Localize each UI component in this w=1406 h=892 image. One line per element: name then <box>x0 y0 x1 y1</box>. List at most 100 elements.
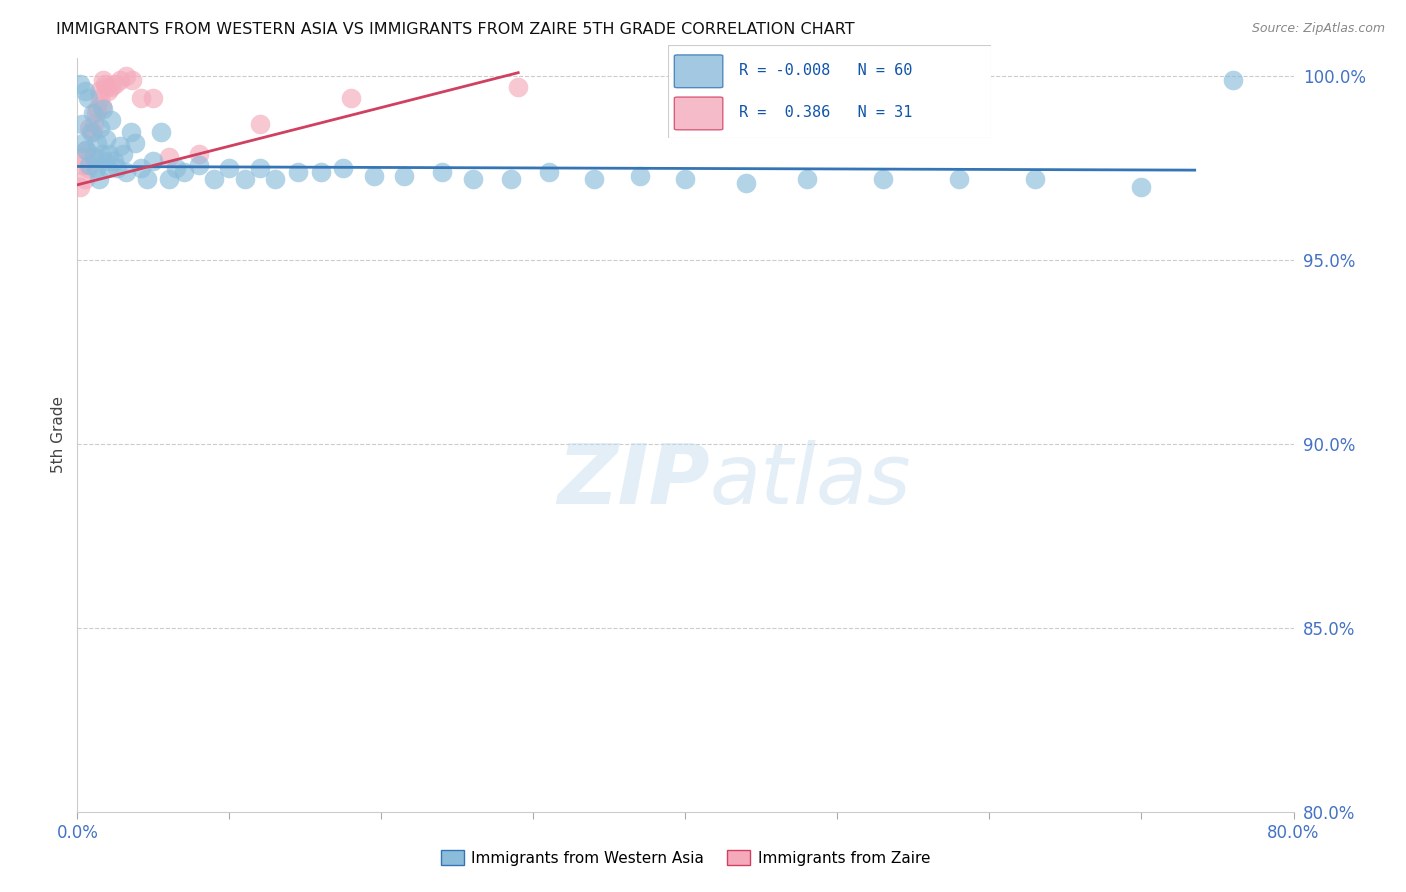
Point <box>96 80 118 95</box>
Point <box>96 132 118 146</box>
Point <box>69 179 91 194</box>
Point <box>79 120 101 135</box>
Point <box>628 169 651 183</box>
Point <box>233 172 256 186</box>
Point <box>287 165 309 179</box>
Point <box>70 158 93 172</box>
Point <box>75 143 97 157</box>
Point <box>142 153 165 168</box>
Text: atlas: atlas <box>710 440 911 521</box>
Point <box>72 150 94 164</box>
Point <box>872 172 894 186</box>
Point <box>796 172 818 186</box>
Text: Source: ZipAtlas.com: Source: ZipAtlas.com <box>1251 22 1385 36</box>
Point <box>735 176 758 190</box>
Point <box>120 124 142 138</box>
Point <box>97 84 120 98</box>
Y-axis label: 5th Grade: 5th Grade <box>51 396 66 474</box>
Point <box>149 124 172 138</box>
FancyBboxPatch shape <box>675 55 723 87</box>
Point <box>98 146 121 161</box>
Point <box>86 136 108 150</box>
Point <box>129 91 152 105</box>
Point <box>86 103 108 117</box>
Text: R = -0.008   N = 60: R = -0.008 N = 60 <box>740 63 912 78</box>
Point <box>73 172 96 186</box>
Point <box>124 136 146 150</box>
Point <box>108 139 131 153</box>
Point <box>1024 172 1046 186</box>
Point <box>79 158 101 172</box>
FancyBboxPatch shape <box>668 45 991 138</box>
Point <box>340 91 363 105</box>
Point <box>72 136 94 150</box>
FancyBboxPatch shape <box>675 97 723 130</box>
Point <box>309 165 332 179</box>
Point <box>70 117 93 131</box>
Point <box>129 161 152 176</box>
Point <box>157 172 180 186</box>
Point <box>675 172 697 186</box>
Text: R =  0.386   N = 31: R = 0.386 N = 31 <box>740 105 912 120</box>
Point <box>188 158 211 172</box>
Point <box>392 169 415 183</box>
Point <box>105 161 128 176</box>
Point <box>108 73 131 87</box>
Point <box>83 150 105 164</box>
Point <box>432 165 454 179</box>
Point <box>249 161 271 176</box>
Point <box>80 124 103 138</box>
Point <box>202 172 225 186</box>
Point <box>173 165 195 179</box>
Point <box>89 120 111 135</box>
Legend: Immigrants from Western Asia, Immigrants from Zaire: Immigrants from Western Asia, Immigrants… <box>434 844 936 871</box>
Point <box>90 146 112 161</box>
Point <box>100 80 122 95</box>
Text: IMMIGRANTS FROM WESTERN ASIA VS IMMIGRANTS FROM ZAIRE 5TH GRADE CORRELATION CHAR: IMMIGRANTS FROM WESTERN ASIA VS IMMIGRAN… <box>56 22 855 37</box>
Point <box>188 146 211 161</box>
Point <box>77 161 100 176</box>
Point <box>121 73 143 87</box>
Point <box>91 103 114 117</box>
Point <box>115 165 138 179</box>
Point <box>249 117 271 131</box>
Point <box>136 172 159 186</box>
Point <box>948 172 970 186</box>
Point <box>104 77 127 91</box>
Point <box>363 169 385 183</box>
Point <box>218 161 240 176</box>
Point <box>537 165 560 179</box>
Point <box>83 117 105 131</box>
Point <box>1130 179 1153 194</box>
Text: ZIP: ZIP <box>557 440 710 521</box>
Point <box>93 77 115 91</box>
Point <box>332 161 354 176</box>
Point <box>508 80 530 95</box>
Point <box>1222 73 1244 87</box>
Point <box>111 146 134 161</box>
Point <box>75 143 97 157</box>
Point <box>583 172 606 186</box>
Point <box>100 113 122 128</box>
Point <box>97 161 120 176</box>
Point <box>73 84 96 98</box>
Point <box>84 161 107 176</box>
Point <box>82 106 104 120</box>
Point <box>82 124 104 138</box>
Point <box>115 70 138 84</box>
Point <box>142 91 165 105</box>
Point <box>461 172 484 186</box>
Point <box>264 172 287 186</box>
Point <box>84 106 107 120</box>
Point <box>93 153 115 168</box>
Point <box>87 172 110 186</box>
Point <box>80 150 103 164</box>
Point <box>69 77 91 91</box>
Point <box>87 84 110 98</box>
Point <box>91 73 114 87</box>
Point <box>103 153 125 168</box>
Point <box>90 99 112 113</box>
Point <box>157 150 180 164</box>
Point <box>499 172 522 186</box>
Point <box>89 91 111 105</box>
